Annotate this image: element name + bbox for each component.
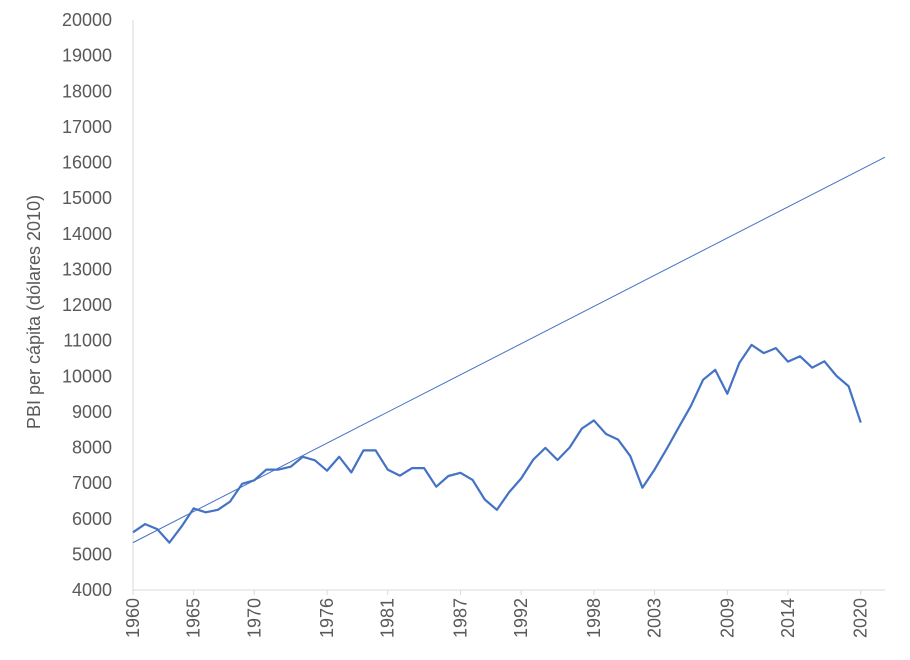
x-tick-label: 1987 xyxy=(450,598,470,638)
y-tick-label: 19000 xyxy=(62,46,112,66)
x-tick-label: 2014 xyxy=(778,598,798,638)
y-tick-label: 6000 xyxy=(72,509,112,529)
y-tick-label: 12000 xyxy=(62,295,112,315)
series-line-gdp-per-capita xyxy=(132,343,862,544)
y-tick-label: 4000 xyxy=(72,580,112,600)
x-tick-label: 2003 xyxy=(645,598,665,638)
x-tick-label: 1970 xyxy=(244,598,264,638)
series-line-trend xyxy=(132,156,886,544)
y-tick-label: 10000 xyxy=(62,366,112,386)
y-axis-ticks: 4000 5000 6000 7000 8000 9000 10000 11000 12000 1… xyxy=(62,10,112,600)
y-tick-label: 20000 xyxy=(62,10,112,30)
x-tick-label: 1976 xyxy=(317,598,337,638)
y-tick-label: 11000 xyxy=(63,331,112,351)
x-tick-label: 1998 xyxy=(584,598,604,638)
x-tick-label: 1965 xyxy=(184,598,204,638)
y-tick-label: 16000 xyxy=(62,153,112,173)
y-tick-label: 5000 xyxy=(72,544,112,564)
y-tick-label: 13000 xyxy=(62,259,112,279)
y-tick-label: 9000 xyxy=(72,402,112,422)
x-tick-label: 1981 xyxy=(378,598,398,638)
x-tick-label: 1960 xyxy=(123,598,143,638)
y-tick-label: 18000 xyxy=(62,81,112,101)
y-tick-label: 7000 xyxy=(72,473,112,493)
x-tick-label: 1992 xyxy=(511,598,531,638)
x-axis-ticks: 1960 1965 1970 1976 1981 1987 1992 1998 2003 2009… xyxy=(123,590,871,638)
y-tick-label: 14000 xyxy=(62,224,112,244)
x-tick-label: 2009 xyxy=(717,598,737,638)
y-axis-title: PBI per cápita (dólares 2010) xyxy=(24,195,44,429)
y-tick-label: 8000 xyxy=(72,438,112,458)
x-tick-label: 2020 xyxy=(851,598,871,638)
y-tick-label: 17000 xyxy=(62,117,112,137)
y-tick-label: 15000 xyxy=(62,188,112,208)
series-layer xyxy=(132,156,886,544)
